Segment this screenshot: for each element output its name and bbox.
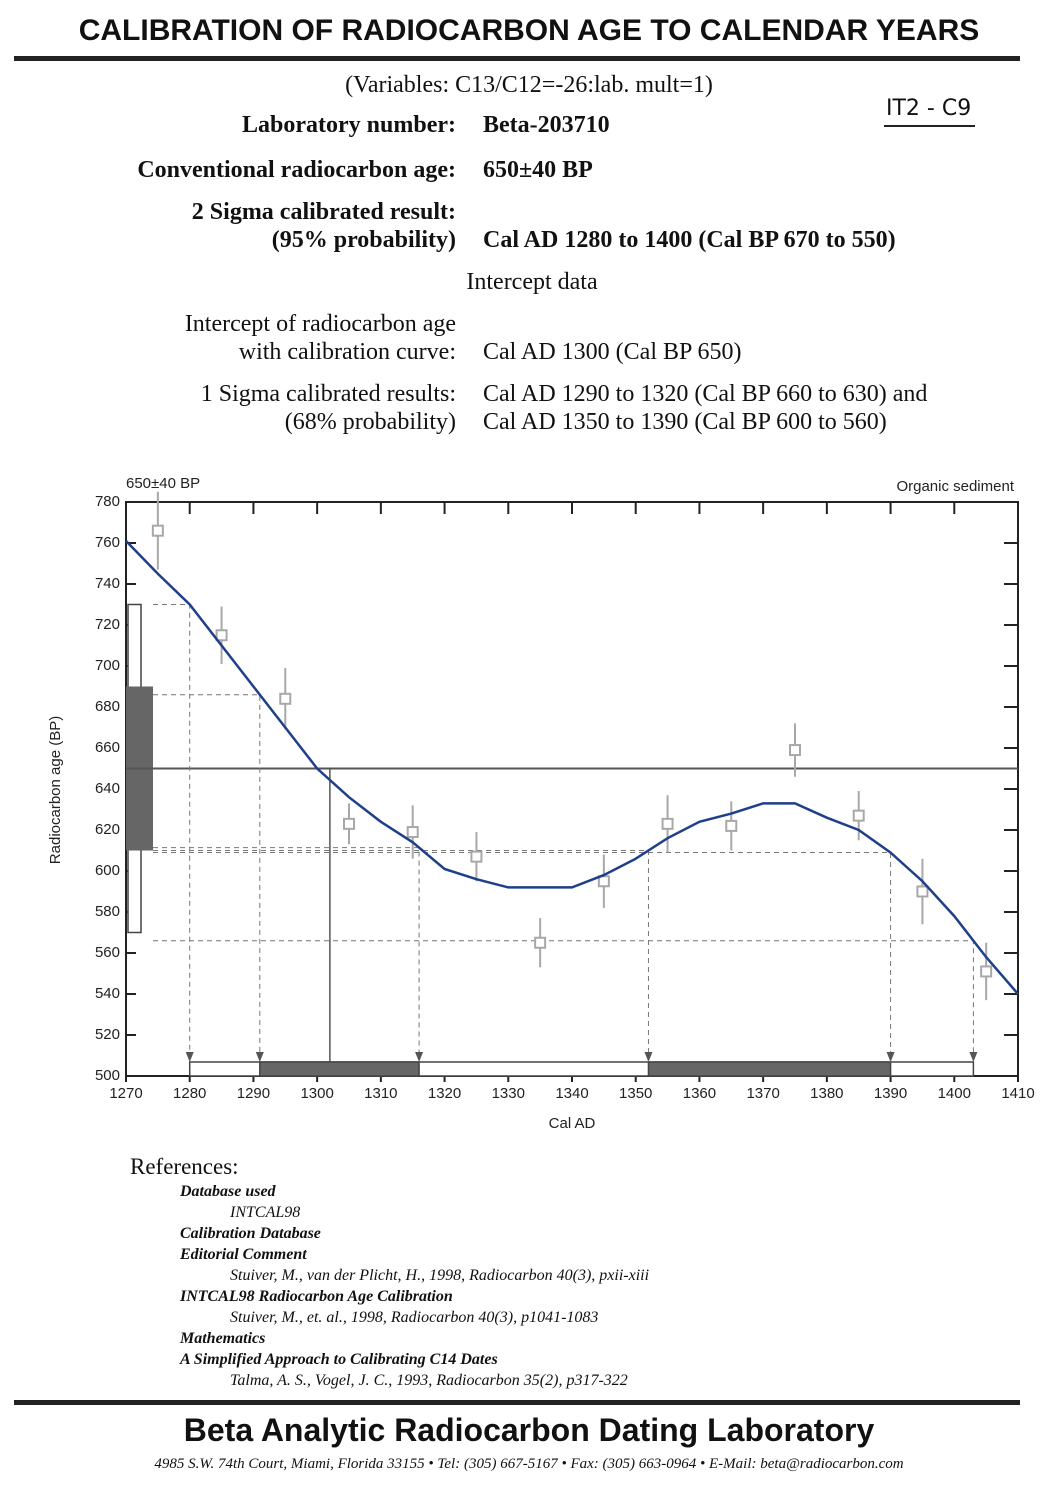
result-label: 1 Sigma calibrated results: (200, 381, 456, 407)
data-point (343, 817, 355, 830)
result-label: Laboratory number: (242, 112, 456, 138)
x-tick-label: 1270 (109, 1085, 142, 1102)
references-heading: References: (130, 1154, 239, 1179)
result-value: Cal AD 1350 to 1390 (Cal BP 600 to 560) (483, 409, 887, 435)
data-point (406, 826, 419, 839)
x-tick-label: 1390 (874, 1085, 907, 1102)
x-tick-label: 1340 (555, 1085, 588, 1102)
result-value: Cal AD 1300 (Cal BP 650) (483, 339, 742, 365)
guide-arrow (644, 1052, 653, 1062)
y-tick-label: 700 (95, 657, 120, 674)
guide-line (153, 847, 420, 1062)
guide-line (153, 694, 261, 1062)
result-value: 650±40 BP (483, 157, 593, 183)
data-point (852, 809, 865, 822)
data-point (215, 629, 228, 642)
x-tick-label: 1310 (364, 1085, 397, 1102)
guide-arrow (969, 1052, 978, 1062)
result-label: 2 Sigma calibrated result: (191, 199, 456, 225)
data-point (980, 965, 993, 978)
y-tick-label: 560 (95, 944, 120, 961)
calibration-curve (125, 540, 1019, 995)
result-value: Cal AD 1280 to 1400 (Cal BP 670 to 550) (483, 227, 896, 253)
guide-arrow (415, 1052, 424, 1062)
guide-line (153, 940, 974, 1062)
reference-title: Calibration Database (180, 1225, 321, 1242)
y-tick-label: 640 (95, 780, 120, 797)
result-value: Beta-203710 (483, 112, 610, 138)
result-value: Cal AD 1290 to 1320 (Cal BP 660 to 630) … (483, 381, 928, 407)
y-tick-label: 580 (95, 903, 120, 920)
intercept-heading: Intercept data (466, 269, 598, 295)
data-point (661, 817, 674, 830)
result-label: (68% probability) (284, 409, 456, 435)
x-tick-label: 1380 (810, 1085, 843, 1102)
data-point (470, 850, 483, 863)
y-tick-label: 760 (95, 534, 120, 551)
title: CALIBRATION OF RADIOCARBON AGE TO CALEND… (78, 14, 980, 47)
handwritten-tag: IT2 - C9 (884, 96, 976, 127)
y-tick-label: 600 (95, 862, 120, 879)
data-point (789, 744, 801, 757)
chart: 650±40 BP Organic sediment Cal AD Radioc… (47, 475, 1035, 1132)
reference-entry: Stuiver, M., et. al., 1998, Radiocarbon … (230, 1309, 599, 1326)
y-tick-label: 660 (95, 739, 120, 756)
y-tick-label: 720 (95, 616, 120, 633)
result-label: Conventional radiocarbon age: (137, 157, 456, 183)
x-tick-label: 1330 (492, 1085, 525, 1102)
footer-name: Beta Analytic Radiocarbon Dating Laborat… (183, 1412, 875, 1448)
guide-line (153, 850, 649, 1062)
x-tick-label: 1350 (619, 1085, 652, 1102)
guide-line (153, 604, 191, 1062)
data-point (279, 692, 292, 705)
footer-address: 4985 S.W. 74th Court, Miami, Florida 331… (154, 1456, 904, 1472)
y-tick-label: 740 (95, 575, 120, 592)
reference-title: INTCAL98 Radiocarbon Age Calibration (180, 1288, 453, 1305)
result-label: Intercept of radiocarbon age (184, 311, 456, 337)
x-tick-label: 1370 (746, 1085, 779, 1102)
x-tick-label: 1280 (173, 1085, 206, 1102)
x-tick-label: 1290 (237, 1085, 270, 1102)
y-tick-label: 620 (95, 821, 120, 838)
x-tick-label: 1300 (300, 1085, 333, 1102)
y-tick-label: 540 (95, 985, 120, 1002)
footer-rule (14, 1400, 1020, 1405)
data-point (534, 936, 547, 949)
reference-title: Editorial Comment (180, 1246, 307, 1263)
x-tick-label: 1360 (683, 1085, 716, 1102)
reference-title: A Simplified Approach to Calibrating C14… (180, 1351, 498, 1368)
y-axis-label: Radiocarbon age (BP) (47, 716, 64, 864)
data-point (151, 524, 164, 537)
reference-entry: INTCAL98 (230, 1204, 301, 1221)
x-tick-label: 1320 (428, 1085, 461, 1102)
guide-arrow (185, 1052, 194, 1062)
data-point (916, 885, 929, 898)
reference-entry: Talma, A. S., Vogel, J. C., 1993, Radioc… (230, 1372, 628, 1389)
x-axis-label: Cal AD (549, 1115, 596, 1132)
guide-line (153, 852, 892, 1062)
reference-title: Mathematics (180, 1330, 266, 1347)
chart-annotation: Organic sediment (896, 478, 1014, 495)
one-sigma-range-bar (647, 1061, 892, 1077)
title-rule (14, 56, 1020, 61)
one-sigma-range-bar (259, 1061, 420, 1077)
x-tick-label: 1400 (938, 1085, 971, 1102)
y-tick-label: 780 (95, 493, 120, 510)
guide-arrow (886, 1052, 895, 1062)
y-tick-label: 680 (95, 698, 120, 715)
y-tick-label: 500 (95, 1067, 120, 1084)
variables: (Variables: C13/C12=-26:lab. mult=1) (345, 72, 713, 98)
result-label: (95% probability) (271, 227, 456, 253)
chart-subtitle: 650±40 BP (126, 475, 200, 492)
reference-title: Database used (180, 1183, 276, 1200)
data-point (725, 819, 738, 832)
guide-arrow (255, 1052, 264, 1062)
result-label: with calibration curve: (238, 339, 456, 365)
x-tick-label: 1410 (1001, 1085, 1034, 1102)
reference-entry: Stuiver, M., van der Plicht, H., 1998, R… (230, 1267, 650, 1284)
y-tick-label: 520 (95, 1026, 120, 1043)
